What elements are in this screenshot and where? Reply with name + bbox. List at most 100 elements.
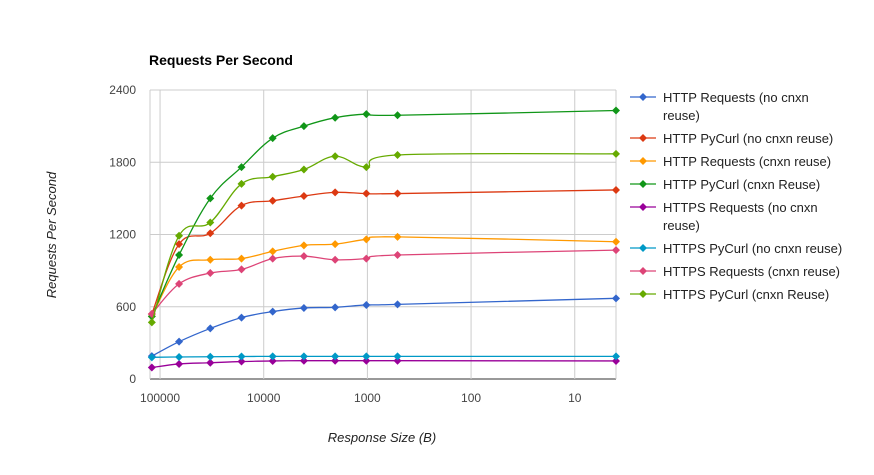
legend-item: HTTPS PyCurl (no cnxn reuse) xyxy=(630,241,842,256)
y-tick-label: 600 xyxy=(116,300,136,314)
x-tick-label: 100000 xyxy=(140,391,180,405)
data-point xyxy=(175,337,184,346)
y-tick-label: 0 xyxy=(129,372,136,386)
data-point xyxy=(147,318,156,327)
data-point xyxy=(147,363,156,372)
data-point xyxy=(268,196,277,205)
data-point xyxy=(362,300,371,309)
legend-swatch-marker xyxy=(639,244,647,252)
data-point xyxy=(206,255,215,264)
data-point xyxy=(237,179,246,188)
data-point xyxy=(331,240,340,249)
data-point xyxy=(612,106,620,115)
series-line xyxy=(151,109,617,317)
data-point xyxy=(331,152,340,161)
data-point xyxy=(268,254,277,263)
data-point xyxy=(268,247,277,256)
data-point xyxy=(175,352,184,361)
data-point xyxy=(237,201,246,210)
data-point xyxy=(362,110,371,119)
data-point xyxy=(362,356,371,365)
data-point xyxy=(612,294,620,303)
y-axis-ticks: 0 600 1200 1800 2400 xyxy=(109,83,136,386)
data-point xyxy=(268,134,277,143)
x-axis-title: Response Size (B) xyxy=(328,430,436,445)
data-point xyxy=(362,352,371,361)
data-point xyxy=(612,149,620,158)
legend-item: HTTP Requests (cnxn reuse) xyxy=(630,154,831,169)
data-point xyxy=(362,235,371,244)
legend-item: HTTPS Requests (cnxn reuse) xyxy=(630,264,840,279)
data-point xyxy=(393,189,402,198)
data-point xyxy=(331,255,340,264)
legend-label: HTTPS Requests (cnxn reuse) xyxy=(663,264,840,279)
data-point xyxy=(299,352,308,361)
y-tick-label: 2400 xyxy=(109,83,136,97)
data-point xyxy=(299,241,308,250)
data-point xyxy=(612,352,620,361)
data-point xyxy=(237,265,246,274)
data-point xyxy=(206,194,215,203)
legend-swatch-marker xyxy=(639,203,647,211)
data-point xyxy=(175,240,184,249)
legend-label: reuse) xyxy=(663,218,700,233)
legend-label: HTTPS PyCurl (no cnxn reuse) xyxy=(663,241,842,256)
legend-swatch-marker xyxy=(639,267,647,275)
data-point xyxy=(175,231,184,240)
legend-label: HTTP Requests (no cnxn xyxy=(663,90,809,105)
data-point xyxy=(299,303,308,312)
data-point xyxy=(299,122,308,131)
data-point xyxy=(237,357,246,366)
x-tick-label: 10 xyxy=(568,391,582,405)
data-point xyxy=(362,254,371,263)
series-6 xyxy=(147,352,620,362)
data-point xyxy=(268,172,277,181)
data-point xyxy=(268,352,277,361)
data-point xyxy=(299,356,308,365)
x-tick-label: 100 xyxy=(461,391,481,405)
x-tick-label: 10000 xyxy=(247,391,281,405)
data-point xyxy=(147,353,156,362)
data-point xyxy=(206,324,215,333)
legend-item: HTTPS Requests (no cnxn reuse) xyxy=(630,200,818,233)
legend-swatch-marker xyxy=(639,180,647,188)
data-point xyxy=(175,279,184,288)
data-point xyxy=(393,232,402,241)
legend-label: HTTP Requests (cnxn reuse) xyxy=(663,154,831,169)
data-point xyxy=(362,163,371,172)
legend-item: HTTP PyCurl (cnxn Reuse) xyxy=(630,177,820,192)
data-point xyxy=(206,229,215,238)
data-point xyxy=(175,263,184,272)
data-point xyxy=(331,113,340,122)
series-5 xyxy=(147,356,620,372)
data-point xyxy=(612,185,620,194)
legend-item: HTTP Requests (no cnxn reuse) xyxy=(630,90,809,123)
series-line xyxy=(151,152,617,323)
data-point xyxy=(362,189,371,198)
grid-lines xyxy=(149,89,617,380)
data-point xyxy=(612,246,620,255)
data-point xyxy=(393,250,402,259)
legend-label: HTTP PyCurl (cnxn Reuse) xyxy=(663,177,820,192)
data-point xyxy=(206,269,215,278)
series-8 xyxy=(147,149,620,327)
data-point xyxy=(331,188,340,197)
data-point xyxy=(393,111,402,120)
legend-label: HTTP PyCurl (no cnxn reuse) xyxy=(663,131,833,146)
legend-swatch-marker xyxy=(639,134,647,142)
data-point xyxy=(299,165,308,174)
legend-label: reuse) xyxy=(663,108,700,123)
legend-swatch-marker xyxy=(639,157,647,165)
x-tick-label: 1000 xyxy=(354,391,381,405)
data-point xyxy=(206,352,215,361)
legend-label: HTTPS PyCurl (cnxn Reuse) xyxy=(663,287,829,302)
data-point xyxy=(393,300,402,309)
series-line xyxy=(151,355,616,358)
data-point xyxy=(268,356,277,365)
legend-label: HTTPS Requests (no cnxn xyxy=(663,200,818,215)
chart-title: Requests Per Second xyxy=(149,52,293,68)
data-point xyxy=(237,254,246,263)
series-3 xyxy=(147,232,620,321)
